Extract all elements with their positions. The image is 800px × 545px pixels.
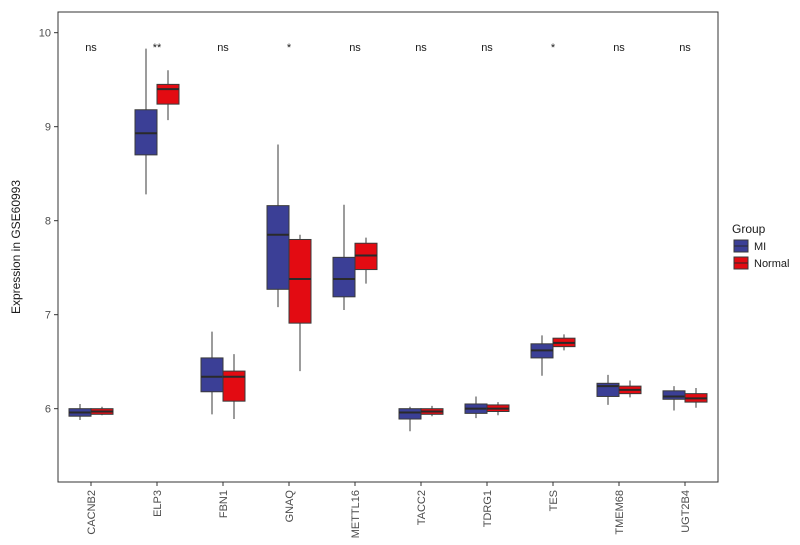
significance-label: ns: [415, 42, 427, 54]
box-normal-fbn1: [222, 354, 246, 420]
box-normal-tes: [552, 334, 576, 351]
significance-label: ns: [613, 42, 625, 54]
significance-label: ns: [85, 42, 97, 54]
box-body: [398, 408, 422, 420]
y-tick-label: 7: [45, 310, 51, 322]
x-axis: CACNB2 ELP3 FBN1 GNAQ METTL16 TACC2 TDRG1 TES TM…: [86, 482, 692, 538]
significance-label: ns: [679, 42, 691, 54]
boxes-layer: [68, 48, 708, 432]
box-normal-cacnb2: [90, 406, 114, 416]
significance-label: **: [153, 42, 162, 54]
x-tick-label: CACNB2: [86, 490, 98, 535]
y-tick-label: 10: [39, 28, 51, 40]
box-normal-mettl16: [354, 237, 378, 284]
x-tick-label: TES: [548, 490, 560, 511]
y-axis: 6 7 8 9 10: [39, 28, 58, 416]
x-tick-label: TMEM68: [614, 490, 626, 535]
box-mi-gnaq: [266, 144, 290, 308]
y-axis-title: Expression in GSE60993: [9, 180, 23, 314]
box-mi-mettl16: [332, 204, 356, 310]
significance-label: ns: [217, 42, 229, 54]
x-tick-label: TDRG1: [482, 490, 494, 527]
box-normal-ugt2b4: [684, 388, 708, 408]
significance-label: *: [551, 42, 556, 54]
significance-label: *: [287, 42, 292, 54]
x-tick-label: METTL16: [350, 490, 362, 538]
legend-label-normal: Normal: [754, 258, 789, 270]
y-tick-label: 6: [45, 404, 51, 416]
box-normal-tmem68: [618, 380, 642, 398]
x-tick-label: GNAQ: [284, 490, 296, 523]
y-tick-label: 8: [45, 216, 51, 228]
x-tick-label: TACC2: [416, 490, 428, 525]
legend-title: Group: [732, 222, 766, 236]
x-tick-label: FBN1: [218, 490, 230, 518]
box-body: [156, 83, 180, 105]
box-mi-ugt2b4: [662, 386, 686, 411]
plot-panel: [57, 11, 719, 483]
box-normal-tacc2: [420, 405, 444, 417]
significance-label: ns: [481, 42, 493, 54]
box-mi-fbn1: [200, 331, 224, 415]
x-tick-label: UGT2B4: [680, 490, 692, 533]
box-body: [332, 256, 356, 298]
legend-label-mi: MI: [754, 241, 766, 253]
y-tick-label: 9: [45, 122, 51, 134]
box-body: [266, 205, 290, 290]
legend: Group MI Normal: [732, 222, 789, 270]
significance-label: ns: [349, 42, 361, 54]
significance-labels: ns ** ns * ns ns ns * ns ns: [85, 42, 691, 54]
box-body: [288, 238, 312, 324]
box-body: [200, 357, 224, 393]
box-mi-tes: [530, 335, 554, 376]
box-body: [662, 390, 686, 400]
box-normal-elp3: [156, 70, 180, 121]
box-body: [222, 370, 246, 402]
box-normal-gnaq: [288, 234, 312, 372]
x-tick-label: ELP3: [152, 490, 164, 517]
box-normal-tdrg1: [486, 402, 510, 416]
box-mi-elp3: [134, 48, 158, 195]
